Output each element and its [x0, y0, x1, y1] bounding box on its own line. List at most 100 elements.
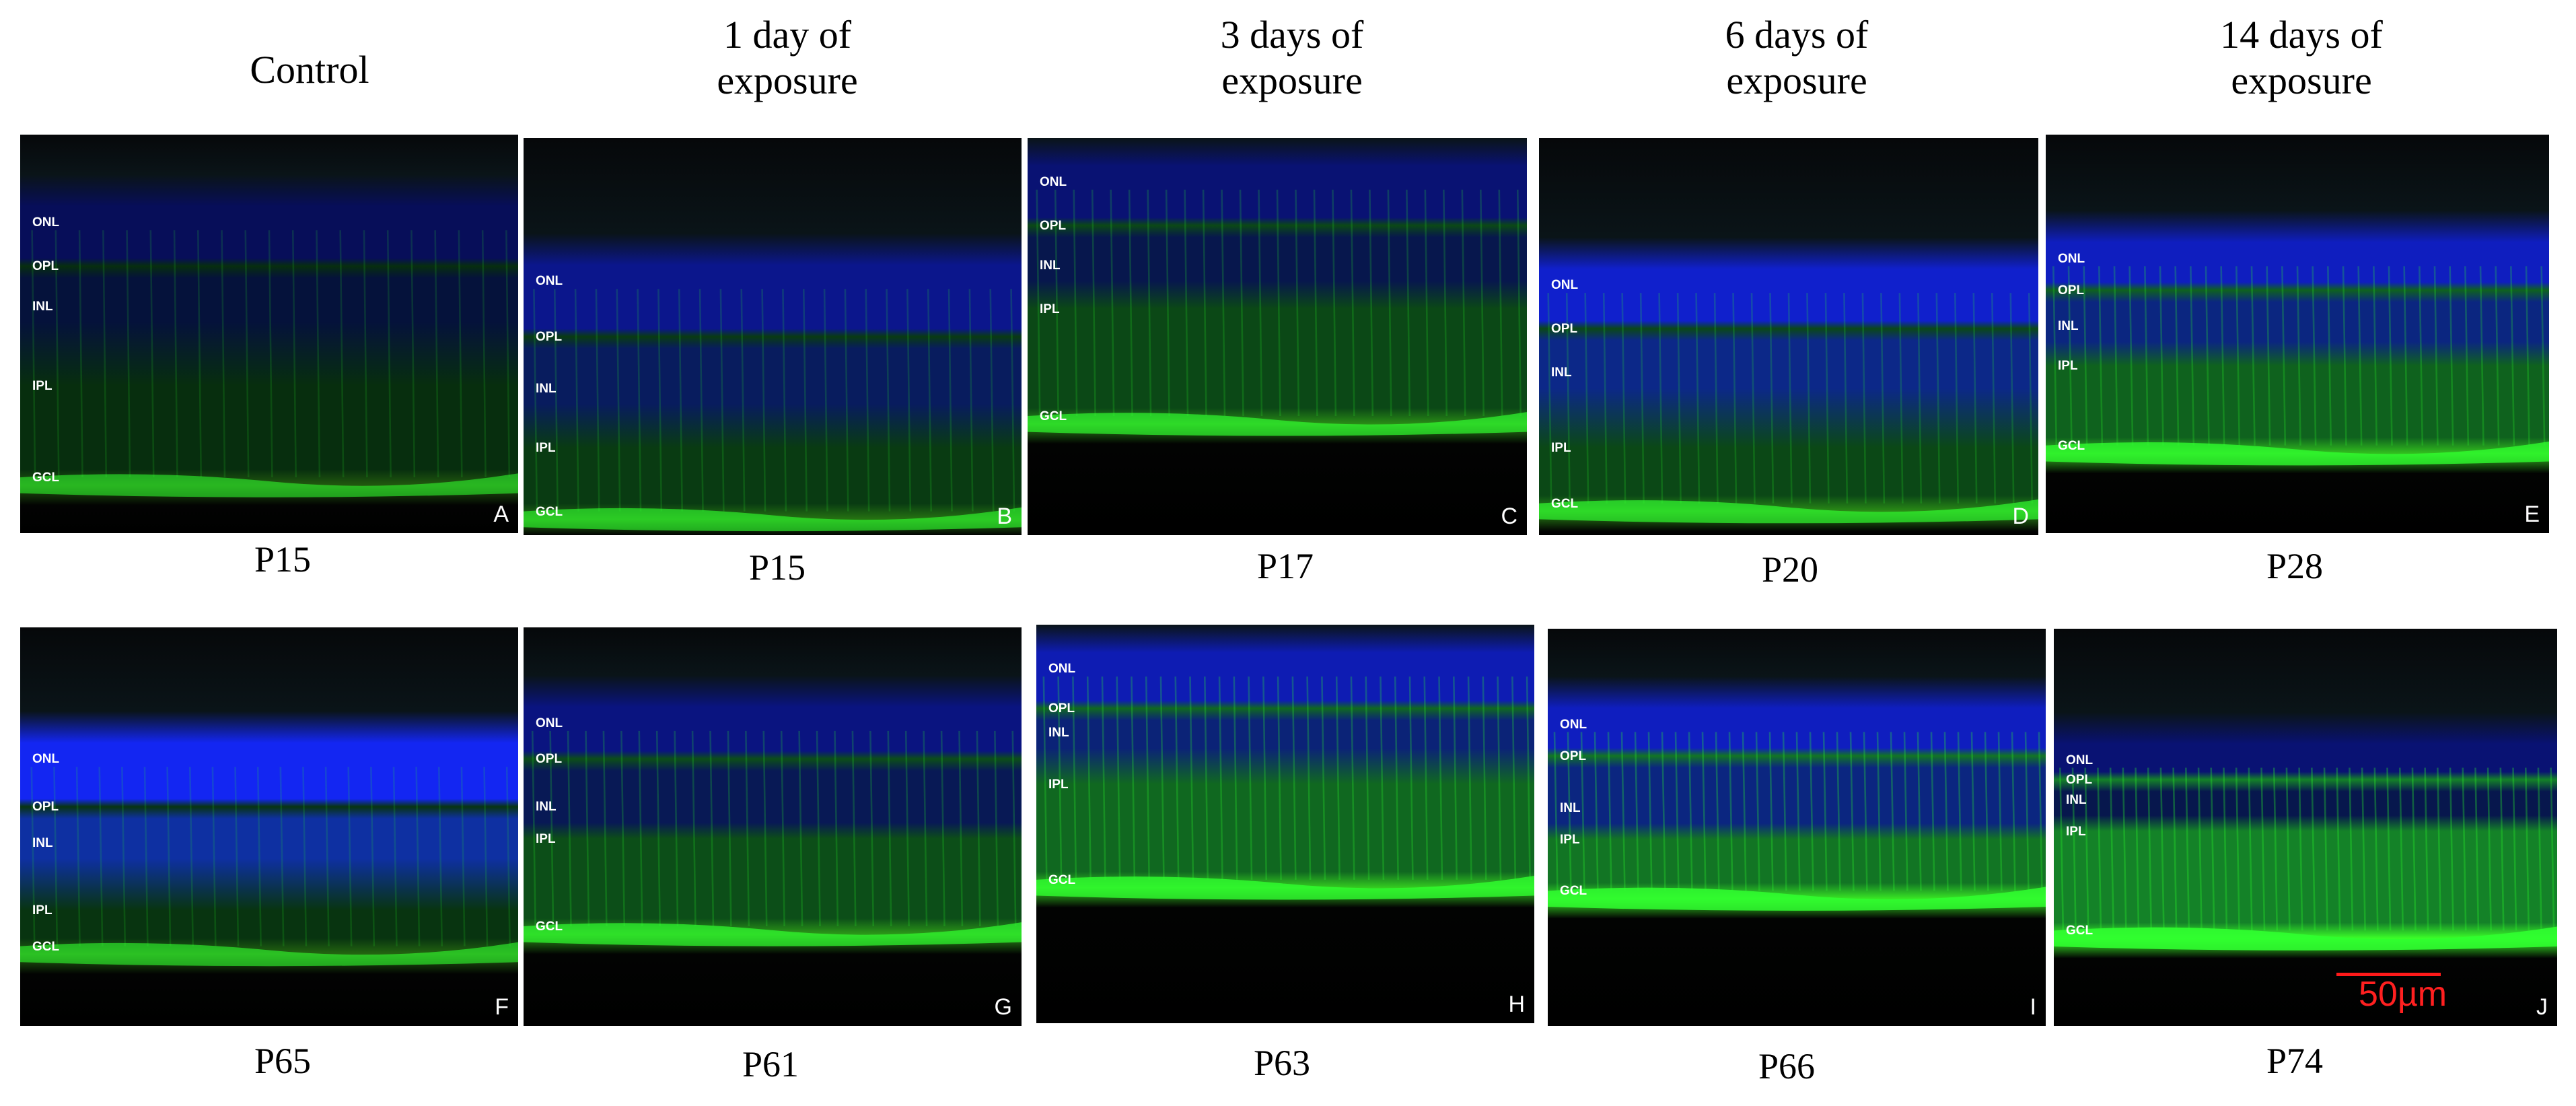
- layer-label-gcl: GCL: [32, 939, 60, 954]
- layer-label-ipl: IPL: [32, 903, 52, 918]
- age-label: P61: [742, 1044, 799, 1084]
- layer-label-ipl: IPL: [2066, 824, 2086, 839]
- layer-label-opl: OPL: [1040, 218, 1067, 233]
- column-header-line: 3 days of: [1220, 13, 1364, 57]
- micrograph-image: [20, 135, 518, 533]
- column-header-1-day: 1 day of exposure: [552, 12, 1023, 104]
- panel-letter: E: [2524, 502, 2540, 527]
- micrograph-panel-e: ONL OPL INL IPL GCL E: [2046, 135, 2549, 533]
- age-label: P28: [2266, 546, 2324, 586]
- layer-label-opl: OPL: [1551, 322, 1578, 337]
- layer-label-inl: INL: [32, 299, 53, 314]
- micrograph-panel-h: ONL OPL INL IPL GCL H: [1036, 625, 1534, 1023]
- micrograph-image: [20, 627, 518, 1026]
- column-header-line: exposure: [1221, 59, 1363, 102]
- layer-label-ipl: IPL: [2058, 359, 2078, 374]
- layer-label-onl: ONL: [32, 215, 60, 230]
- layer-label-opl: OPL: [2066, 773, 2093, 788]
- layer-label-gcl: GCL: [2058, 438, 2085, 453]
- scale-bar: [2336, 973, 2441, 976]
- micrograph-image: [2054, 629, 2557, 1026]
- column-header-line: 6 days of: [1725, 13, 1869, 57]
- micrograph-panel-j: ONL OPL INL IPL GCL J: [2054, 629, 2557, 1026]
- layer-label-inl: INL: [2058, 319, 2079, 334]
- panel-letter: B: [997, 504, 1012, 529]
- column-header-line: 14 days of: [2220, 13, 2383, 57]
- layer-label-inl: INL: [1551, 366, 1572, 380]
- micrograph-image: [2046, 135, 2549, 533]
- panel-letter: J: [2536, 994, 2548, 1020]
- layer-label-onl: ONL: [536, 274, 563, 289]
- layer-label-ipl: IPL: [32, 378, 52, 393]
- layer-label-gcl: GCL: [1560, 884, 1587, 899]
- column-header-line: exposure: [2231, 59, 2372, 102]
- panel-letter: F: [495, 994, 509, 1020]
- layer-label-onl: ONL: [2066, 753, 2094, 767]
- micrograph-panel-c: ONL OPL INL IPL GCL C: [1028, 138, 1527, 535]
- layer-label-inl: INL: [1048, 725, 1069, 740]
- layer-label-opl: OPL: [32, 259, 59, 274]
- layer-label-gcl: GCL: [1040, 409, 1067, 423]
- micrograph-image: [524, 627, 1022, 1026]
- panel-letter: H: [1508, 992, 1525, 1017]
- panel-letter: C: [1501, 504, 1517, 529]
- age-label: P15: [254, 539, 312, 580]
- layer-label-ipl: IPL: [1048, 777, 1069, 792]
- micrograph-image: [1036, 625, 1534, 1023]
- micrograph-image: [1028, 138, 1527, 535]
- layer-label-onl: ONL: [2058, 251, 2085, 266]
- panel-letter: D: [2012, 504, 2029, 529]
- layer-label-inl: INL: [1560, 800, 1581, 815]
- age-label: P65: [254, 1041, 312, 1081]
- micrograph-panel-b: ONL OPL INL IPL GCL B: [524, 138, 1022, 535]
- layer-label-onl: ONL: [32, 752, 60, 767]
- layer-label-gcl: GCL: [1048, 872, 1076, 887]
- micrograph-image: [524, 138, 1022, 535]
- layer-label-opl: OPL: [536, 330, 563, 344]
- layer-label-gcl: GCL: [536, 504, 563, 519]
- layer-label-ipl: IPL: [1040, 302, 1060, 316]
- micrograph-panel-f: ONL OPL INL IPL GCL F: [20, 627, 518, 1026]
- column-header-3-days: 3 days of exposure: [1057, 12, 1528, 104]
- layer-label-inl: INL: [32, 835, 53, 850]
- scale-bar-label: 50µm: [2359, 975, 2447, 1014]
- column-header-line: Control: [250, 48, 369, 92]
- age-label: P15: [748, 547, 806, 588]
- layer-label-gcl: GCL: [536, 920, 563, 934]
- panel-letter: A: [493, 502, 509, 527]
- age-label: P74: [2266, 1041, 2324, 1081]
- column-header-14-days: 14 days of exposure: [2066, 12, 2537, 104]
- column-header-control: Control: [74, 47, 545, 93]
- layer-label-onl: ONL: [1040, 174, 1067, 189]
- column-header-line: exposure: [1726, 59, 1867, 102]
- layer-label-inl: INL: [1040, 258, 1061, 273]
- micrograph-panel-g: ONL OPL INL IPL GCL G: [524, 627, 1022, 1026]
- layer-label-opl: OPL: [1048, 701, 1075, 716]
- age-label: P66: [1758, 1046, 1816, 1086]
- layer-label-gcl: GCL: [1551, 496, 1579, 511]
- layer-label-gcl: GCL: [32, 471, 60, 485]
- layer-label-opl: OPL: [32, 800, 59, 815]
- layer-label-opl: OPL: [2058, 283, 2085, 298]
- layer-label-onl: ONL: [536, 716, 563, 731]
- micrograph-image: [1548, 629, 2046, 1026]
- layer-label-opl: OPL: [536, 752, 563, 767]
- age-label: P17: [1256, 546, 1314, 586]
- layer-label-ipl: IPL: [1560, 832, 1580, 847]
- column-header-line: exposure: [717, 59, 858, 102]
- layer-label-inl: INL: [536, 800, 557, 815]
- layer-label-ipl: IPL: [536, 441, 556, 456]
- panel-letter: G: [994, 994, 1012, 1020]
- micrograph-panel-a: ONL OPL INL IPL GCL A: [20, 135, 518, 533]
- layer-label-onl: ONL: [1551, 278, 1579, 293]
- layer-label-ipl: IPL: [1551, 441, 1571, 456]
- layer-label-gcl: GCL: [2066, 924, 2094, 938]
- micrograph-image: [1539, 138, 2038, 535]
- layer-label-ipl: IPL: [536, 831, 556, 846]
- layer-label-opl: OPL: [1560, 749, 1587, 763]
- column-header-6-days: 6 days of exposure: [1561, 12, 2032, 104]
- age-label: P20: [1761, 549, 1819, 590]
- panel-letter: I: [2030, 994, 2036, 1020]
- layer-label-inl: INL: [536, 381, 557, 396]
- layer-label-onl: ONL: [1560, 717, 1587, 732]
